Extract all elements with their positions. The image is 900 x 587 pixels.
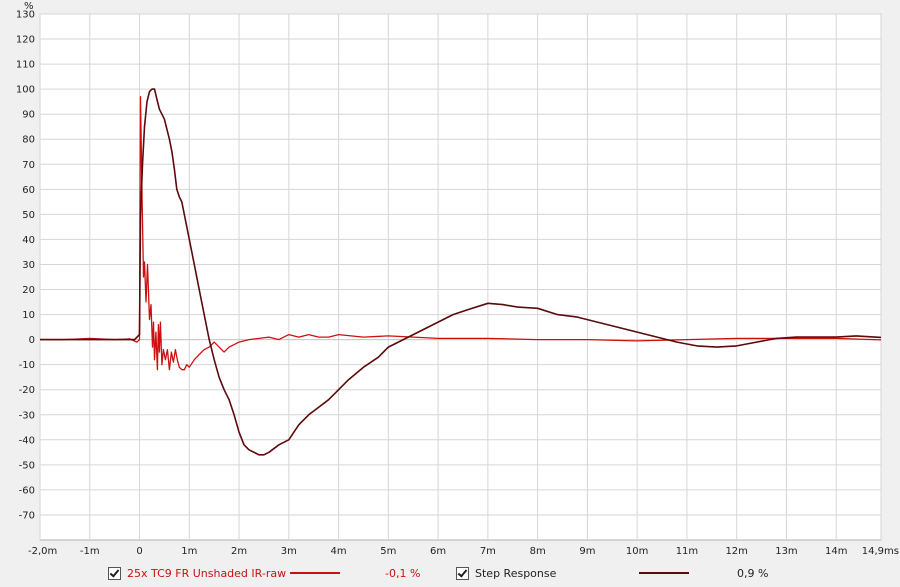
- x-tick-label: 5m: [380, 546, 396, 557]
- y-tick-label: 10: [22, 310, 35, 321]
- y-tick-label: -20: [19, 385, 35, 396]
- x-tick-label: 12m: [725, 546, 747, 557]
- y-tick-label: 60: [22, 185, 35, 196]
- y-tick-label: 30: [22, 260, 35, 271]
- legend-swatch-step: [639, 572, 689, 574]
- x-tick-label: 14m: [825, 546, 847, 557]
- x-tick-label: 4m: [331, 546, 347, 557]
- x-tick-label: 14,9ms: [862, 546, 899, 557]
- y-tick-label: 70: [22, 160, 35, 171]
- legend-value-step: 0,9 %: [737, 566, 769, 580]
- x-tick-label: 2m: [231, 546, 247, 557]
- x-tick-label: 1m: [181, 546, 197, 557]
- legend-checkbox-ir[interactable]: [108, 566, 121, 580]
- y-tick-label: -30: [19, 410, 35, 421]
- series-line-ir-raw: [40, 96, 882, 371]
- y-tick-label: -10: [19, 360, 35, 371]
- x-tick-label: -1m: [80, 546, 100, 557]
- y-tick-label: 90: [22, 110, 35, 121]
- x-tick-label: 7m: [480, 546, 496, 557]
- y-tick-label: 130: [16, 10, 35, 21]
- x-tick-label: 9m: [579, 546, 595, 557]
- y-tick-label: 120: [16, 35, 35, 46]
- x-tick-label: 6m: [430, 546, 446, 557]
- y-tick-label: -60: [19, 485, 35, 496]
- x-tick-label: 10m: [626, 546, 648, 557]
- legend: 25x TC9 FR Unshaded IR-raw -0,1 % Step R…: [0, 563, 900, 585]
- y-tick-label: 20: [22, 285, 35, 296]
- y-tick-label: 40: [22, 235, 35, 246]
- legend-label-step: Step Response: [475, 566, 557, 580]
- x-tick-label: 13m: [775, 546, 797, 557]
- y-tick-label: -70: [19, 510, 35, 521]
- series-line-step-response: [40, 88, 882, 456]
- y-axis-unit-label: %: [24, 1, 34, 12]
- x-tick-label: 3m: [281, 546, 297, 557]
- legend-checkbox-step[interactable]: [456, 566, 469, 580]
- y-tick-label: 0: [29, 335, 35, 346]
- x-tick-label: 0: [136, 546, 142, 557]
- legend-item-ir[interactable]: 25x TC9 FR Unshaded IR-raw: [108, 563, 286, 583]
- y-tick-label: -40: [19, 435, 35, 446]
- series: [40, 88, 882, 456]
- x-tick-label: 11m: [676, 546, 698, 557]
- x-tick-label: -2,0m: [28, 546, 57, 557]
- y-tick-label: 100: [16, 85, 35, 96]
- legend-value-ir: -0,1 %: [385, 566, 421, 580]
- legend-label-ir: 25x TC9 FR Unshaded IR-raw: [127, 566, 287, 580]
- legend-swatch-ir: [290, 572, 340, 574]
- y-tick-label: 50: [22, 210, 35, 221]
- x-tick-label: 8m: [530, 546, 546, 557]
- axes: 1301201101009080706050403020100-10-20-30…: [16, 10, 899, 558]
- grid: [39, 13, 882, 540]
- y-tick-label: -50: [19, 460, 35, 471]
- legend-item-step[interactable]: Step Response: [456, 563, 556, 583]
- plot-area: [39, 13, 882, 541]
- y-tick-label: 110: [16, 60, 35, 71]
- y-tick-label: 80: [22, 135, 35, 146]
